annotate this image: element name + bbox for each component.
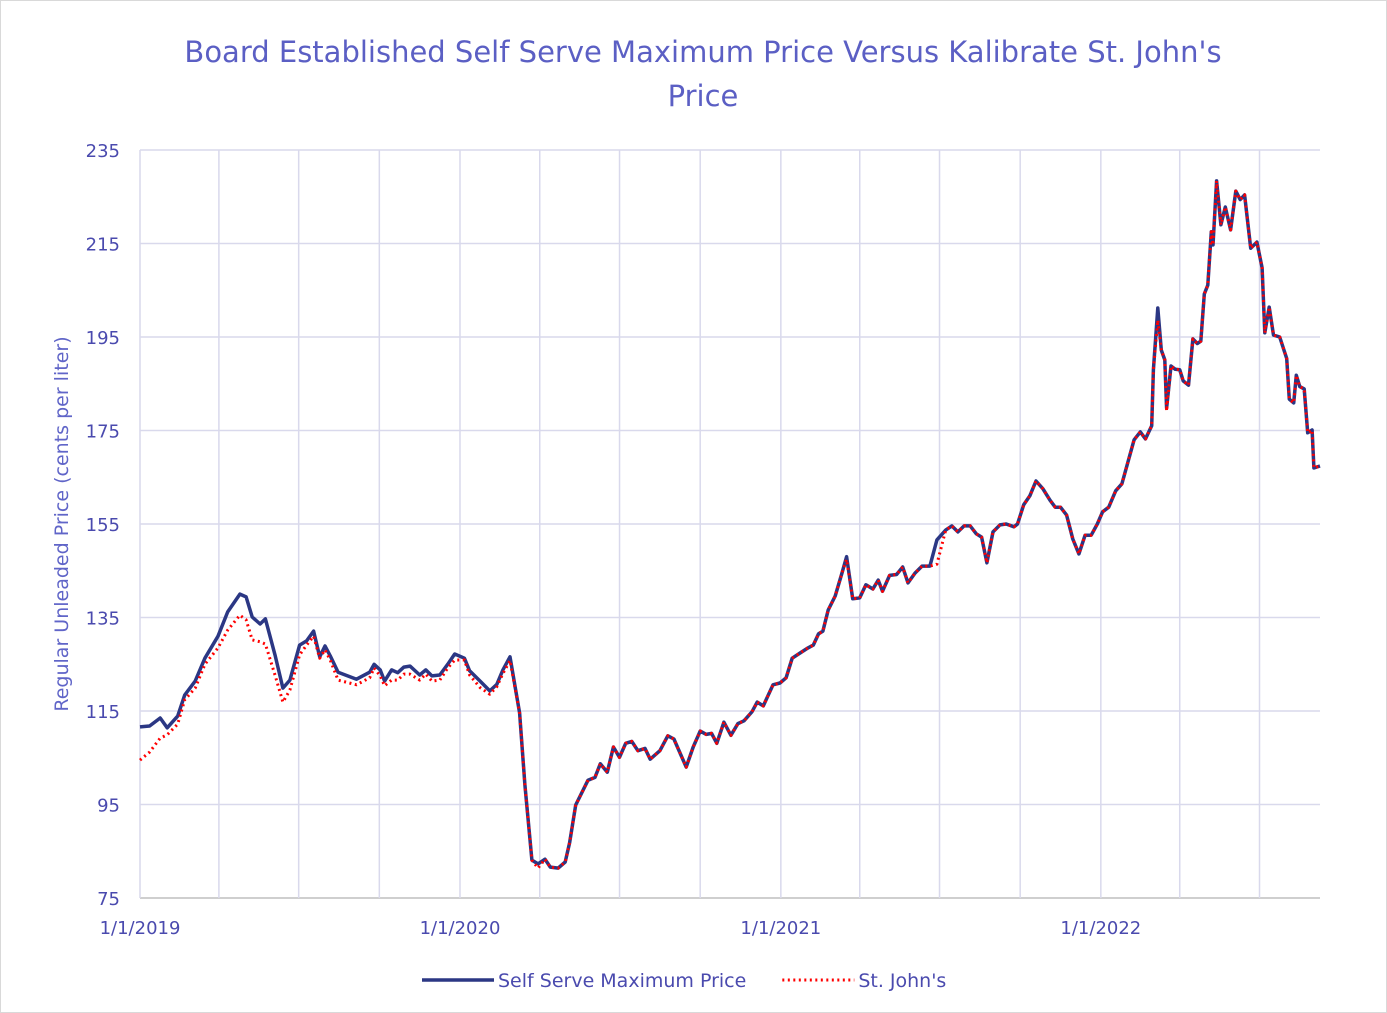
x-tick-label: 1/1/2019 — [100, 918, 181, 939]
series-line — [139, 179, 1321, 870]
y-tick-label: 155 — [86, 515, 120, 536]
y-tick-label: 175 — [86, 422, 120, 443]
y-tick-label: 235 — [86, 141, 120, 162]
y-axis-title: Regular Unleaded Price (cents per liter) — [51, 336, 73, 711]
x-tick-label: 1/1/2021 — [740, 918, 821, 939]
y-tick-label: 135 — [86, 609, 120, 630]
y-tick-label: 195 — [86, 328, 120, 349]
x-tick-label: 1/1/2022 — [1060, 918, 1141, 939]
y-tick-label: 215 — [86, 235, 120, 256]
y-tick-label: 115 — [86, 702, 120, 723]
legend-label: Self Serve Maximum Price — [498, 970, 746, 992]
y-tick-label: 75 — [97, 889, 120, 910]
legend-label: St. John's — [858, 970, 946, 992]
chart-title: Board Established Self Serve Maximum Pri… — [184, 35, 1221, 113]
y-tick-label: 95 — [97, 796, 120, 817]
x-tick-label: 1/1/2020 — [420, 918, 501, 939]
